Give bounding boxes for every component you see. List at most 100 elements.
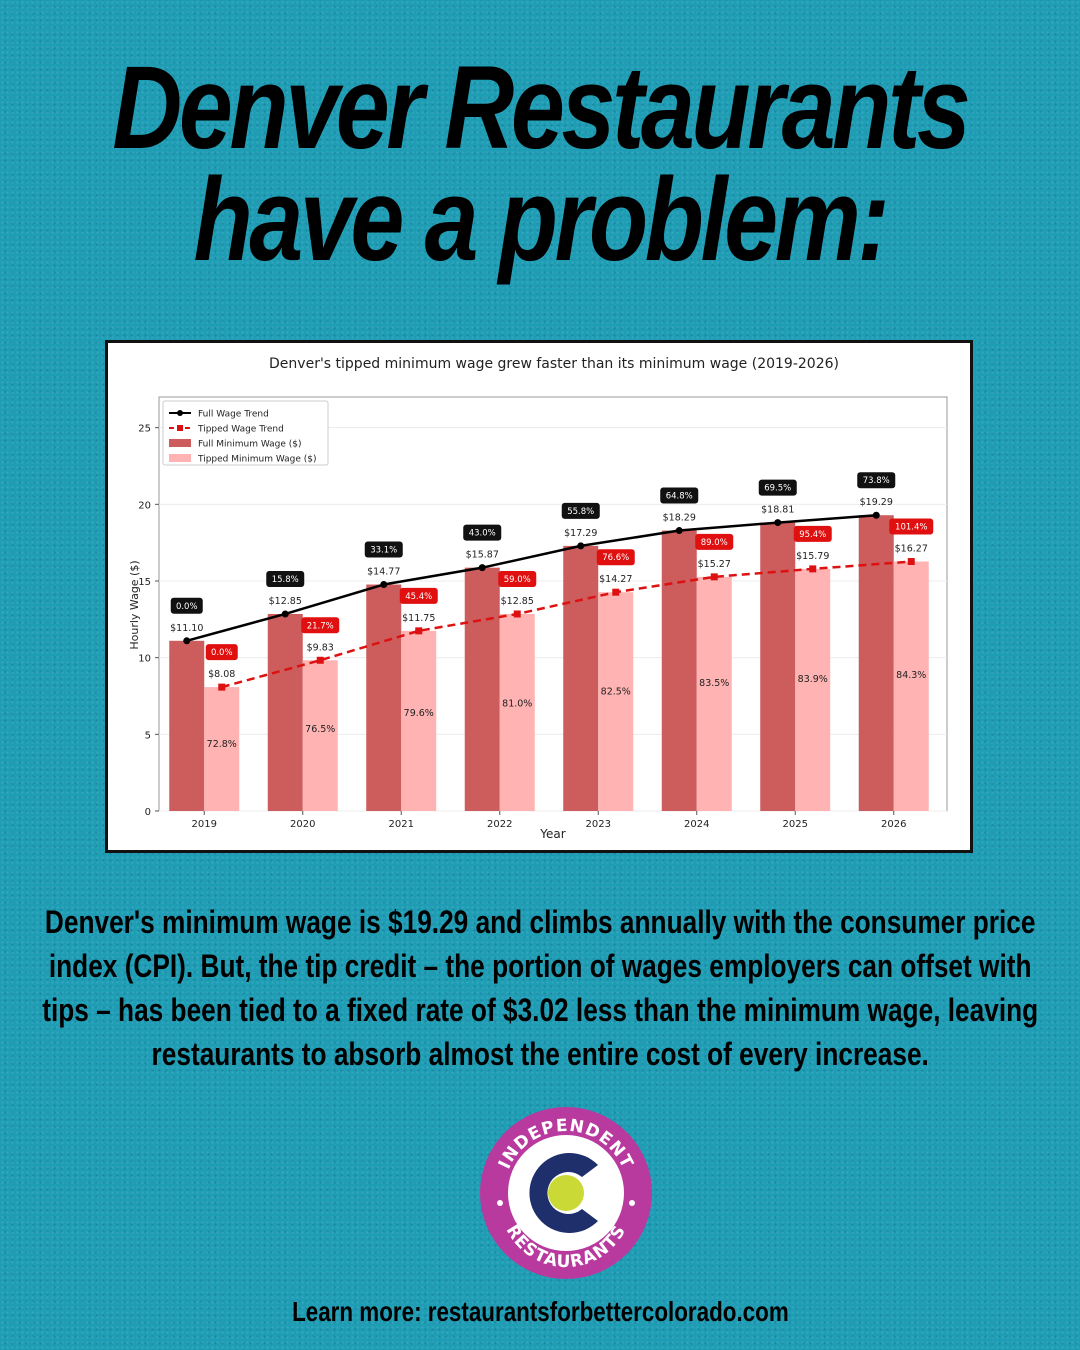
- tipped-growth-badge: [596, 549, 635, 566]
- tipped-ratio-label: 72.8%: [207, 739, 237, 750]
- full-growth-label: 33.1%: [370, 546, 397, 556]
- full-growth-label: 15.8%: [272, 575, 299, 585]
- tipped-growth-label: 89.0%: [701, 538, 728, 548]
- full-wage-value-label: $19.29: [860, 497, 893, 508]
- tipped-ratio-label: 76.5%: [305, 724, 335, 735]
- headline: Denver Restaurants have a problem:: [0, 42, 1080, 286]
- chart-title: Denver's tipped minimum wage grew faster…: [269, 356, 839, 372]
- full-wage-value-label: $18.29: [663, 513, 696, 524]
- headline-line-1: Denver Restaurants: [112, 42, 970, 174]
- tipped-growth-label: 45.4%: [405, 592, 432, 602]
- full-growth-badge: [758, 479, 797, 496]
- tipped-growth-label: 59.0%: [504, 575, 531, 585]
- full-wage-point: [774, 519, 782, 527]
- tipped-wage-bar: [598, 592, 634, 811]
- legend-label: Tipped Minimum Wage ($): [197, 455, 317, 465]
- y-tick-label: 5: [145, 730, 151, 741]
- full-wage-bar: [366, 584, 402, 811]
- tipped-wage-point: [907, 558, 915, 566]
- full-wage-bar: [464, 567, 500, 811]
- full-wage-point: [183, 637, 191, 645]
- tipped-ratio-label: 81.0%: [502, 699, 532, 710]
- wage-chart: Denver's tipped minimum wage grew faster…: [128, 356, 948, 841]
- tipped-wage-point: [710, 573, 718, 581]
- tipped-ratio-label: 79.6%: [404, 708, 434, 719]
- body-paragraph-text: Denver's minimum wage is $19.29 and clim…: [42, 904, 1038, 1072]
- legend-box: [162, 400, 329, 466]
- full-wage-value-label: $17.29: [564, 528, 597, 539]
- tipped-wage-value-label: $11.75: [402, 613, 435, 624]
- full-growth-label: 43.0%: [469, 529, 496, 539]
- tipped-wage-point: [415, 627, 423, 635]
- full-growth-badge: [463, 524, 502, 541]
- full-wage-point: [478, 564, 486, 572]
- tipped-growth-label: 0.0%: [211, 648, 233, 658]
- full-growth-label: 55.8%: [567, 507, 594, 517]
- colorado-c-icon: [529, 1153, 598, 1233]
- tipped-wage-value-label: $15.79: [796, 551, 829, 562]
- tipped-growth-badge: [301, 617, 340, 634]
- tipped-growth-badge: [498, 570, 537, 587]
- full-wage-value-label: $11.10: [170, 623, 203, 634]
- tipped-wage-bar: [401, 630, 437, 811]
- tipped-ratio-label: 83.5%: [699, 678, 729, 689]
- tipped-wage-point: [316, 656, 324, 664]
- full-wage-value-label: $18.81: [761, 505, 794, 516]
- tipped-growth-label: 101.4%: [895, 523, 927, 533]
- full-growth-badge: [660, 487, 699, 504]
- full-growth-label: 73.8%: [863, 476, 890, 486]
- x-tick-label: 2025: [783, 819, 808, 830]
- legend-label: Tipped Wage Trend: [197, 425, 284, 435]
- legend-patch-swatch: [169, 454, 191, 462]
- tipped-growth-label: 76.6%: [602, 553, 629, 563]
- legend-patch-swatch: [169, 439, 191, 447]
- full-wage-point: [872, 511, 880, 519]
- full-wage-point: [675, 527, 683, 535]
- y-axis-label: Hourly Wage ($): [128, 560, 141, 649]
- full-wage-trend-line: [186, 513, 877, 643]
- footer-text[interactable]: Learn more: restaurantsforbettercolorado…: [291, 1296, 789, 1327]
- tipped-wage-bar: [204, 687, 240, 811]
- tipped-ratio-label: 82.5%: [601, 687, 631, 698]
- full-wage-value-label: $12.85: [269, 596, 302, 607]
- x-tick-label: 2021: [389, 819, 414, 830]
- tipped-growth-badge: [695, 533, 734, 550]
- x-tick-label: 2024: [684, 819, 709, 830]
- sun-dot-icon: [548, 1175, 584, 1211]
- y-tick-label: 20: [138, 500, 151, 511]
- tipped-wage-bar: [795, 568, 831, 811]
- full-growth-badge: [170, 597, 203, 614]
- full-growth-badge: [266, 570, 305, 587]
- footer-link[interactable]: Learn more: restaurantsforbettercolorado…: [0, 1296, 1080, 1328]
- legend-label: Full Wage Trend: [198, 410, 269, 420]
- legend-marker: [177, 410, 183, 416]
- tipped-wage-value-label: $8.08: [208, 669, 235, 680]
- headline-line-2: have a problem:: [193, 154, 890, 286]
- full-growth-badge: [364, 541, 403, 558]
- tipped-ratio-label: 83.9%: [798, 674, 828, 685]
- x-tick-label: 2022: [487, 819, 512, 830]
- data-labels: $11.10 $8.08 0.0% 0.0% 72.8% $12.85 $9.83 15.8%…: [170, 472, 934, 750]
- tipped-wage-point: [809, 565, 817, 573]
- full-wage-bar: [661, 530, 697, 811]
- tipped-wage-value-label: $12.85: [501, 596, 534, 607]
- tipped-wage-bar: [893, 561, 929, 811]
- body-paragraph: Denver's minimum wage is $19.29 and clim…: [30, 900, 1050, 1076]
- full-wage-bar: [858, 515, 894, 811]
- tipped-growth-label: 95.4%: [799, 530, 826, 540]
- tipped-wage-point: [612, 588, 620, 596]
- y-tick-label: 15: [138, 577, 151, 588]
- tipped-wage-point: [513, 610, 521, 618]
- tipped-growth-label: 21.7%: [307, 621, 334, 631]
- x-tick-label: 2023: [586, 819, 611, 830]
- tipped-wage-bar: [499, 613, 535, 811]
- tipped-wage-bar: [302, 660, 338, 811]
- y-tick-label: 10: [138, 654, 151, 665]
- chart-panel: Denver's tipped minimum wage grew faster…: [105, 340, 973, 853]
- full-wage-bar: [563, 545, 599, 811]
- x-tick-label: 2019: [192, 819, 217, 830]
- full-growth-badge: [857, 472, 896, 489]
- tipped-growth-badge: [399, 587, 438, 604]
- full-growth-label: 69.5%: [764, 484, 791, 494]
